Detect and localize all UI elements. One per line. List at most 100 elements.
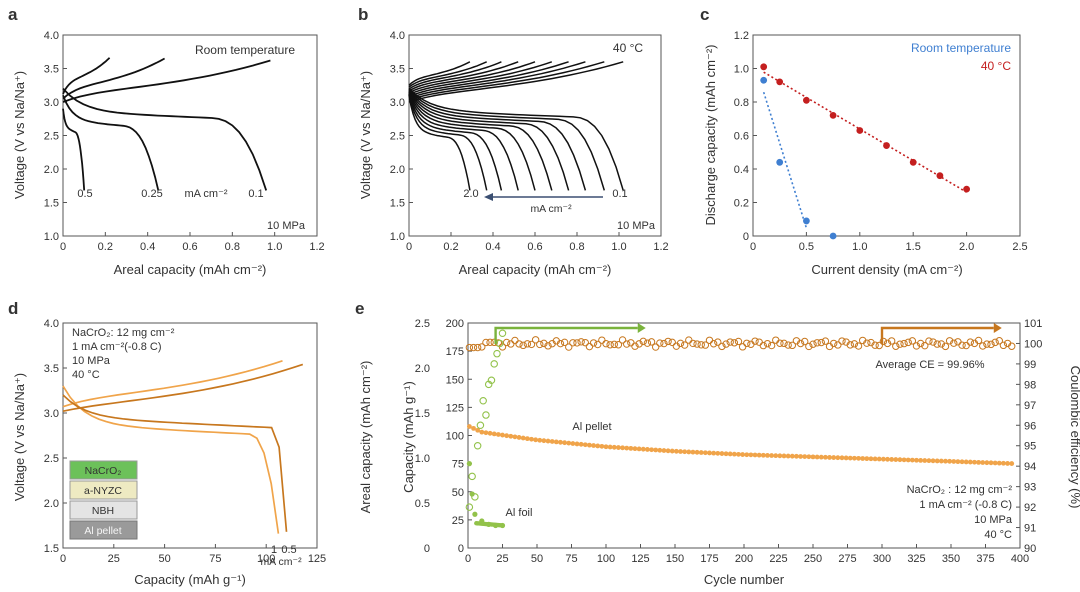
pellet-ce-point-53 — [685, 336, 693, 344]
pellet-ce-point-45 — [651, 343, 660, 351]
annot-pressure-a: 10 MPa — [267, 220, 306, 232]
charge-curve-b-1 — [408, 61, 488, 88]
pellet-capacity-point-95 — [860, 456, 866, 461]
pellet-capacity-point-36 — [616, 445, 621, 450]
pellet-capacity-point-115 — [943, 458, 948, 464]
charge-curve-b-9 — [408, 61, 624, 103]
charge-curve-b-0 — [408, 61, 471, 86]
point-c-1-4 — [856, 127, 864, 134]
pellet-capacity-point-105 — [901, 457, 907, 463]
y-tick-label-e-7: 175 — [446, 346, 464, 358]
pellet-capacity-point-47 — [661, 448, 667, 453]
pellet-capacity-point-126 — [988, 460, 994, 466]
y-tick-label-a-5: 3.5 — [44, 64, 59, 76]
pellet-ce-point-96 — [863, 339, 871, 347]
pellet-capacity-point-3 — [479, 429, 485, 435]
pellet-axis-arrow — [880, 326, 994, 344]
pellet-ce-point-31 — [594, 340, 602, 349]
pellet-capacity-point-40 — [632, 446, 638, 452]
charge-curve-b-8 — [408, 61, 605, 101]
cond-pressure-d: 10 MPa — [72, 355, 111, 367]
pellet-capacity-point-4 — [483, 430, 489, 436]
pellet-capacity-point-97 — [868, 456, 874, 462]
y-tick-label-d-4: 3.5 — [44, 363, 59, 375]
rate-label-a-2: 0.1 — [248, 188, 263, 200]
pellet-ce-point-48 — [664, 337, 672, 346]
x-tick-label-c-2: 1.0 — [852, 241, 867, 253]
pellet-ce-point-112 — [929, 338, 937, 346]
annot-al-foil: Al foil — [506, 507, 533, 519]
pellet-capacity-point-92 — [847, 455, 853, 461]
x-tick-label-e-13: 325 — [907, 553, 925, 565]
discharge-curve-b-7 — [408, 89, 587, 191]
pellet-capacity-point-24 — [566, 440, 572, 446]
pellet-ce-point-99 — [875, 341, 883, 350]
pellet-ce-point-6 — [490, 338, 498, 347]
pellet-capacity-point-8 — [500, 432, 505, 438]
pellet-capacity-point-130 — [1005, 461, 1010, 466]
point-c-0-1 — [776, 158, 784, 166]
panel-d: d 0 25 50 75 100 125 1.5 2.0 2.5 3.0 3.5 4.0 NaCrO₂… — [8, 299, 326, 587]
pellet-capacity-point-88 — [831, 455, 837, 460]
pellet-capacity-point-77 — [785, 453, 791, 459]
pellet-capacity-point-106 — [905, 457, 911, 463]
cond-pressure-e: 10 MPa — [974, 514, 1013, 526]
pellet-ce-point-33 — [602, 339, 610, 348]
pellet-ce-point-27 — [577, 338, 585, 346]
pellet-capacity-point-120 — [963, 459, 969, 465]
pellet-ce-point-117 — [950, 339, 958, 347]
pellet-capacity-point-18 — [541, 438, 547, 444]
y-tick-label-a-6: 4.0 — [44, 30, 59, 42]
pellet-capacity-point-66 — [740, 452, 746, 457]
pellet-ce-point-101 — [883, 339, 892, 348]
cell-stack-d: NaCrO₂ a-NYZC NBH Al pellet — [69, 460, 138, 540]
pellet-capacity-point-93 — [852, 455, 857, 461]
pellet-ce-point-110 — [921, 341, 929, 350]
y-tick-label-c-6: 1.2 — [734, 30, 749, 42]
pellet-capacity-point-63 — [727, 451, 733, 457]
y2-tick-label-e-0: 0 — [424, 543, 430, 555]
pellet-capacity-point-7 — [495, 432, 501, 437]
pellet-ce-point-36 — [614, 341, 623, 349]
point-c-0-2 — [803, 217, 810, 225]
pellet-capacity-point-86 — [823, 454, 828, 460]
pellet-ce-point-46 — [656, 339, 664, 347]
point-c-1-7 — [936, 172, 944, 180]
pellet-capacity-point-29 — [587, 442, 592, 448]
pellet-capacity-point-69 — [752, 452, 758, 458]
pellet-capacity-point-58 — [707, 450, 712, 456]
pellet-capacity-point-72 — [765, 452, 770, 458]
pellet-capacity-point-98 — [872, 456, 878, 462]
pellet-capacity-point-14 — [524, 436, 530, 442]
pellet-capacity-point-41 — [636, 446, 642, 452]
annot-al-pellet: Al pellet — [572, 421, 611, 433]
panel-b: b 0 0.2 0.4 0.6 0.8 1.0 1.2 1.0 1.5 2.0 2.5 3.0 3.5 4… — [358, 5, 669, 277]
pellet-capacity-point-102 — [889, 457, 895, 462]
conditions-d: NaCrO₂: 12 mg cm⁻² 1 mA cm⁻²(-0.8 C) 10 … — [72, 327, 175, 381]
pellet-capacity-point-55 — [694, 449, 700, 455]
pellet-ce-point-67 — [743, 339, 751, 347]
foil-capacity-point-0 — [466, 461, 472, 467]
x-tick-label-c-3: 1.5 — [906, 241, 921, 253]
pellet-capacity-point-91 — [843, 455, 849, 461]
pellet-capacity-point-17 — [537, 437, 543, 443]
pellet-capacity-point-107 — [909, 457, 915, 463]
y2-tick-label-e-3: 1.5 — [415, 408, 430, 420]
ylabel-c: Discharge capacity (mAh cm⁻²) — [703, 45, 718, 226]
pellet-ce-point-22 — [556, 339, 565, 348]
ylabel-a: Voltage (V vs Na/Na⁺) — [12, 71, 27, 199]
pellet-capacity-point-28 — [582, 442, 588, 448]
pellet-capacity-point-78 — [789, 453, 795, 459]
x-tick-label-b-4: 0.8 — [569, 241, 584, 253]
annot-room-temp-a: Room temperature — [195, 43, 295, 57]
xlabel-c: Current density (mA cm⁻²) — [811, 262, 962, 277]
pellet-ce-point-56 — [697, 341, 705, 349]
pellet-capacity-point-31 — [595, 443, 601, 449]
rate-label-a-0: 0.5 — [77, 188, 92, 200]
x-tick-label-d-2: 50 — [158, 553, 170, 565]
cond-loading-d: NaCrO₂: 12 mg cm⁻² — [72, 327, 175, 339]
pellet-capacity-point-60 — [715, 450, 721, 456]
pellet-ce-point-61 — [718, 342, 726, 351]
pellet-ce-point-69 — [751, 337, 759, 345]
pellet-ce-point-49 — [668, 338, 676, 347]
